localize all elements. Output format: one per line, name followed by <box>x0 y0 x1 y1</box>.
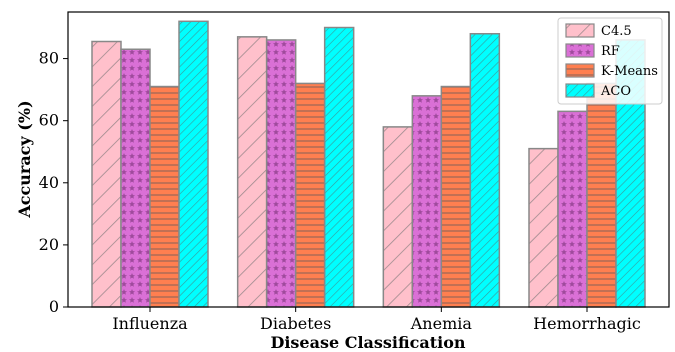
bars-layer <box>91 20 646 308</box>
x-axis-title: Disease Classification <box>270 333 465 352</box>
bar-aco-diabetes <box>323 26 355 308</box>
x-tick-label: Hemorrhagic <box>533 314 641 333</box>
bar-rf-influenza <box>120 48 151 308</box>
y-axis-ticks: 0 20 40 60 80 <box>39 49 68 316</box>
legend-label-rf: RF <box>601 44 620 59</box>
x-tick-label: Anemia <box>410 314 473 333</box>
legend-swatch-aco <box>565 83 595 98</box>
bar-k-means-anemia <box>440 85 472 308</box>
legend-swatch-k-means <box>565 63 595 78</box>
bar-c4-5-anemia <box>382 126 414 308</box>
legend: C4.5 RF K-Means ACO <box>557 17 663 105</box>
y-tick-label: 60 <box>39 111 59 130</box>
y-tick-label: 80 <box>39 49 59 68</box>
bar-rf-anemia <box>411 95 443 308</box>
bar-c4-5-diabetes <box>236 36 268 308</box>
legend-label-aco: ACO <box>600 84 631 99</box>
bar-rf-diabetes <box>265 39 297 308</box>
legend-label-c4-5: C4.5 <box>601 24 632 39</box>
bar-k-means-hemorrhagic <box>586 82 617 308</box>
y-tick-label: 0 <box>49 297 59 316</box>
x-tick-label: Influenza <box>112 314 188 333</box>
legend-swatch-rf <box>565 43 595 58</box>
bar-k-means-diabetes <box>294 82 326 308</box>
bar-c4-5-influenza <box>91 40 122 308</box>
y-tick-label: 20 <box>39 235 59 254</box>
plot-frame <box>67 11 670 308</box>
x-axis-ticks: Influenza Diabetes Anemia Hemorrhagic <box>112 307 641 333</box>
legend-swatch-c4-5 <box>565 23 595 38</box>
bar-k-means-influenza <box>149 85 180 308</box>
bar-aco-influenza <box>178 20 209 308</box>
y-tick-label: 40 <box>39 173 59 192</box>
bar-aco-anemia <box>469 32 501 308</box>
y-axis-title: Accuracy (%) <box>15 100 34 218</box>
legend-label-k-means: K-Means <box>601 64 658 79</box>
bar-rf-hemorrhagic <box>557 110 588 308</box>
legend-box <box>557 17 663 105</box>
bar-c4-5-hemorrhagic <box>528 147 559 308</box>
x-tick-label: Diabetes <box>260 314 331 333</box>
